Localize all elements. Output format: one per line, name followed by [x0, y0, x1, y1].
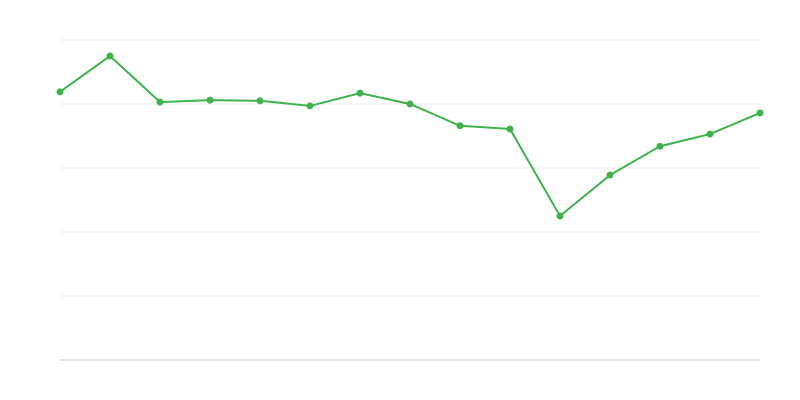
point	[556, 212, 564, 220]
point	[256, 97, 264, 105]
point	[156, 98, 164, 106]
point	[706, 130, 714, 138]
series-line	[59, 54, 761, 218]
point	[606, 171, 614, 179]
point	[206, 96, 214, 104]
point	[656, 142, 664, 150]
point	[356, 89, 364, 97]
point	[56, 88, 64, 96]
point	[756, 109, 764, 117]
point	[306, 102, 314, 110]
point	[106, 52, 114, 60]
point	[456, 122, 464, 130]
point	[406, 100, 414, 108]
point	[506, 125, 514, 133]
